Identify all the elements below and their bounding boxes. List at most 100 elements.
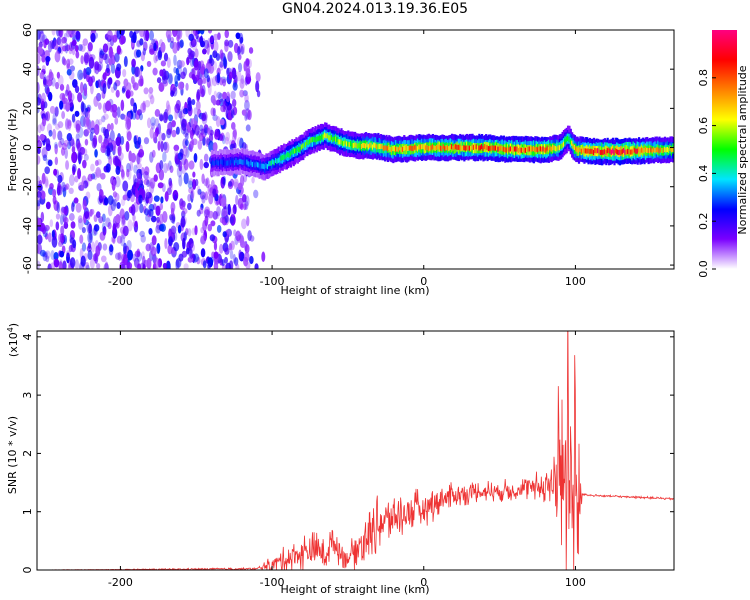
noise-cell <box>160 196 164 204</box>
ridge-cell <box>232 158 235 164</box>
snr-panel: -200 -100 0 100 0 1 2 3 4 Height of straight lin… <box>6 323 675 596</box>
noise-cell <box>90 163 95 172</box>
noise-cell <box>239 78 245 90</box>
noise-cell <box>107 137 112 147</box>
spectrogram-ylabel: Frequency (Hz) <box>6 109 19 192</box>
ridge-cell <box>628 149 631 155</box>
noise-cell <box>145 243 151 252</box>
noise-cell <box>123 242 127 255</box>
ridge-cell <box>311 137 314 143</box>
ridge-cell <box>330 134 334 140</box>
ridge-cell <box>617 149 620 156</box>
noise-cell <box>139 38 144 46</box>
noise-cell <box>120 135 125 145</box>
noise-cell <box>230 207 235 217</box>
noise-cell <box>195 100 201 111</box>
spectrogram-ytick-label: -60 <box>21 256 34 274</box>
noise-cell <box>213 251 219 259</box>
ridge-cell <box>274 157 278 163</box>
noise-cell <box>102 72 107 81</box>
ridge-cell <box>251 161 254 168</box>
ridge-cell <box>511 146 514 152</box>
noise-cell <box>112 34 118 43</box>
ridge-cell <box>601 149 604 155</box>
noise-cell <box>156 77 162 84</box>
ridge-cell <box>369 142 372 148</box>
noise-cell <box>149 177 156 189</box>
noise-cell <box>224 136 230 145</box>
noise-cell <box>125 140 130 153</box>
snr-axes: -200 -100 0 100 0 1 2 3 4 <box>21 331 674 589</box>
ridge-cell <box>374 143 377 149</box>
noise-cell <box>112 198 118 207</box>
ridge-cell <box>352 143 355 149</box>
noise-cell <box>54 51 61 63</box>
ridge-cell <box>610 149 613 155</box>
noise-cell <box>201 194 206 204</box>
ridge-cell <box>276 158 279 164</box>
noise-cell <box>58 140 62 148</box>
noise-cell <box>79 43 86 53</box>
ridge-cell <box>516 146 519 152</box>
ridge-cell <box>606 148 609 154</box>
noise-cell <box>175 258 180 269</box>
ridge-cell <box>475 144 478 150</box>
noise-cell <box>110 63 116 74</box>
noise-cell <box>121 87 126 94</box>
ridge-cell <box>644 146 647 152</box>
ridge-cell <box>521 147 525 153</box>
noise-cell <box>170 90 175 97</box>
noise-cell <box>66 141 72 150</box>
noise-cell <box>196 185 201 196</box>
ridge-cell <box>434 145 437 151</box>
noise-cell <box>57 174 63 184</box>
noise-cell <box>52 128 57 140</box>
noise-cell <box>66 58 71 69</box>
noise-cell <box>82 159 87 169</box>
noise-cell <box>81 242 87 252</box>
noise-cell <box>75 119 82 131</box>
noise-cell <box>100 255 107 263</box>
noise-cell <box>53 38 58 50</box>
noise-cell <box>136 248 141 258</box>
ridge-cell <box>602 149 605 155</box>
noise-cell <box>237 182 243 191</box>
ridge-cell <box>298 147 301 153</box>
noise-cell <box>110 199 117 212</box>
noise-cell <box>225 131 231 142</box>
ridge-cell <box>635 148 638 154</box>
ridge-cell <box>296 146 299 152</box>
noise-cell <box>137 263 141 269</box>
noise-cell <box>174 81 179 88</box>
noise-cell <box>93 95 99 108</box>
noise-cell <box>55 221 60 231</box>
noise-cell <box>219 61 224 68</box>
ridge-cell <box>306 139 309 146</box>
noise-cell <box>114 252 121 260</box>
noise-cell <box>181 118 187 128</box>
noise-cell <box>64 42 69 54</box>
noise-cell <box>51 77 56 87</box>
noise-cell <box>60 206 65 215</box>
noise-cell <box>200 40 206 48</box>
noise-cell <box>238 249 242 261</box>
ridge-cell <box>247 161 250 167</box>
noise-cell <box>52 195 57 205</box>
ridge-cell <box>272 159 275 165</box>
ridge-cell <box>515 146 518 152</box>
noise-cell <box>68 174 75 187</box>
noise-cell <box>149 42 155 50</box>
ridge-cell <box>651 148 654 154</box>
noise-cell <box>62 260 67 269</box>
ridge-cell <box>258 163 261 169</box>
ridge-cell <box>549 145 552 151</box>
noise-cell <box>68 58 74 65</box>
noise-cell <box>148 30 155 41</box>
ridge-cell <box>322 134 325 140</box>
noise-cell <box>161 75 168 85</box>
noise-cell <box>256 90 261 98</box>
noise-cell <box>95 169 102 177</box>
noise-cell <box>144 208 150 216</box>
noise-cell <box>126 131 132 142</box>
noise-cell <box>66 69 72 76</box>
